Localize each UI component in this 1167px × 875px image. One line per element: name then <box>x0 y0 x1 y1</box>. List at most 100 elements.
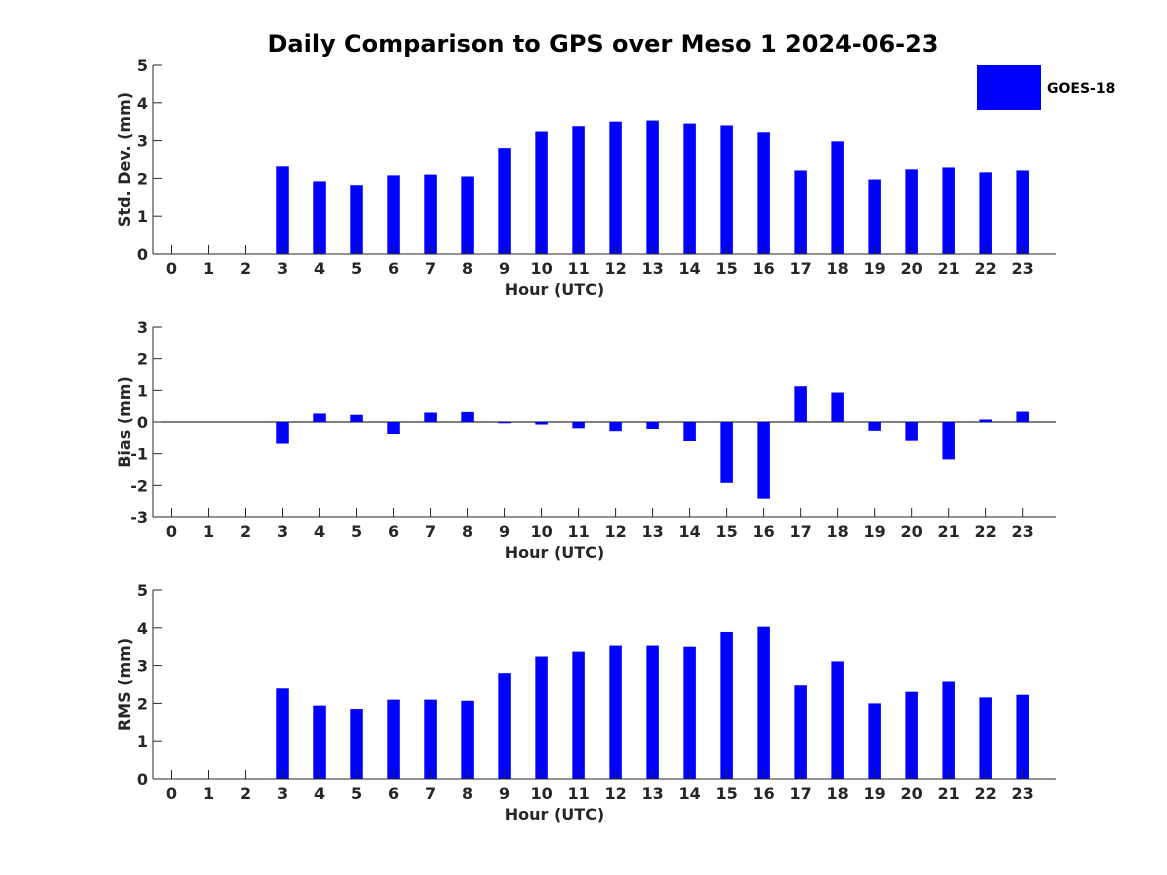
x-tick-label: 21 <box>938 522 960 541</box>
x-tick-label: 2 <box>240 259 251 278</box>
x-tick-label: 11 <box>567 259 589 278</box>
bar-std-19 <box>868 179 881 254</box>
x-tick-label: 2 <box>240 522 251 541</box>
y-tick-label: 1 <box>137 207 148 226</box>
bar-bias-12 <box>609 422 622 432</box>
bar-rms-14 <box>683 646 696 779</box>
x-axis-label: Hour (UTC) <box>505 805 605 824</box>
x-tick-label: 19 <box>864 259 886 278</box>
x-tick-label: 12 <box>604 259 626 278</box>
bar-rms-6 <box>387 699 400 779</box>
x-tick-label: 6 <box>388 259 399 278</box>
x-tick-label: 23 <box>1012 784 1034 803</box>
x-tick-label: 19 <box>864 784 886 803</box>
y-tick-label: 2 <box>137 694 148 713</box>
x-tick-label: 3 <box>277 784 288 803</box>
x-tick-label: 13 <box>641 784 663 803</box>
x-tick-label: 6 <box>388 784 399 803</box>
y-tick-label: 3 <box>137 132 148 151</box>
x-tick-label: 16 <box>753 259 775 278</box>
bar-std-23 <box>1016 170 1029 254</box>
x-tick-label: 5 <box>351 522 362 541</box>
x-tick-label: 4 <box>314 784 325 803</box>
x-tick-label: 17 <box>790 784 812 803</box>
legend-swatch <box>977 65 1041 110</box>
x-tick-label: 21 <box>938 259 960 278</box>
x-tick-label: 9 <box>499 784 510 803</box>
x-tick-label: 4 <box>314 522 325 541</box>
x-tick-label: 3 <box>277 522 288 541</box>
bar-std-12 <box>609 121 622 254</box>
y-axis-label: RMS (mm) <box>115 638 134 731</box>
x-tick-label: 22 <box>975 259 997 278</box>
bar-std-13 <box>646 120 659 254</box>
bar-bias-6 <box>387 422 400 435</box>
x-tick-label: 2 <box>240 784 251 803</box>
x-tick-label: 11 <box>567 784 589 803</box>
x-tick-label: 3 <box>277 259 288 278</box>
y-tick-label: 1 <box>137 381 148 400</box>
bar-std-3 <box>276 166 289 254</box>
legend: GOES-18 <box>977 65 1115 110</box>
bar-std-7 <box>424 174 437 254</box>
bar-bias-10 <box>535 422 548 425</box>
x-tick-label: 23 <box>1012 522 1034 541</box>
x-tick-label: 13 <box>641 522 663 541</box>
bar-std-5 <box>350 185 363 254</box>
bar-std-11 <box>572 126 585 254</box>
bar-rms-12 <box>609 645 622 779</box>
x-tick-label: 14 <box>678 522 700 541</box>
x-tick-label: 15 <box>715 784 737 803</box>
bar-std-17 <box>794 170 807 254</box>
bar-bias-13 <box>646 422 659 429</box>
x-tick-label: 5 <box>351 784 362 803</box>
bar-rms-16 <box>757 626 770 779</box>
bar-rms-23 <box>1016 694 1029 779</box>
bar-bias-22 <box>979 419 992 422</box>
x-tick-label: 1 <box>203 522 214 541</box>
bar-bias-15 <box>720 422 733 483</box>
bar-bias-20 <box>905 422 918 441</box>
bar-std-15 <box>720 125 733 254</box>
x-tick-label: 17 <box>790 522 812 541</box>
bar-bias-16 <box>757 422 770 499</box>
bar-std-14 <box>683 123 696 254</box>
chart-title: Daily Comparison to GPS over Meso 1 2024… <box>267 30 938 58</box>
y-tick-label: 5 <box>137 56 148 75</box>
x-tick-label: 10 <box>530 259 552 278</box>
bar-bias-23 <box>1016 411 1029 422</box>
bar-std-21 <box>942 167 955 254</box>
x-tick-label: 20 <box>901 784 923 803</box>
y-tick-label: 3 <box>137 318 148 337</box>
bar-rms-18 <box>831 661 844 779</box>
x-tick-label: 17 <box>790 259 812 278</box>
y-tick-label: -2 <box>130 476 148 495</box>
x-tick-label: 16 <box>753 522 775 541</box>
x-tick-label: 4 <box>314 259 325 278</box>
bar-rms-9 <box>498 673 511 779</box>
x-tick-label: 1 <box>203 784 214 803</box>
y-tick-label: 3 <box>137 657 148 676</box>
x-tick-label: 0 <box>166 259 177 278</box>
bar-bias-7 <box>424 412 437 422</box>
bar-std-18 <box>831 141 844 254</box>
bar-std-22 <box>979 172 992 254</box>
x-axis-label: Hour (UTC) <box>505 543 605 562</box>
bar-rms-19 <box>868 703 881 779</box>
x-tick-label: 8 <box>462 522 473 541</box>
bar-bias-18 <box>831 392 844 422</box>
bar-rms-10 <box>535 656 548 779</box>
bar-rms-4 <box>313 705 326 779</box>
x-tick-label: 6 <box>388 522 399 541</box>
bar-rms-3 <box>276 688 289 779</box>
x-tick-label: 1 <box>203 259 214 278</box>
y-tick-label: 4 <box>137 94 148 113</box>
x-tick-label: 12 <box>604 522 626 541</box>
y-tick-label: 2 <box>137 169 148 188</box>
x-tick-label: 18 <box>827 522 849 541</box>
